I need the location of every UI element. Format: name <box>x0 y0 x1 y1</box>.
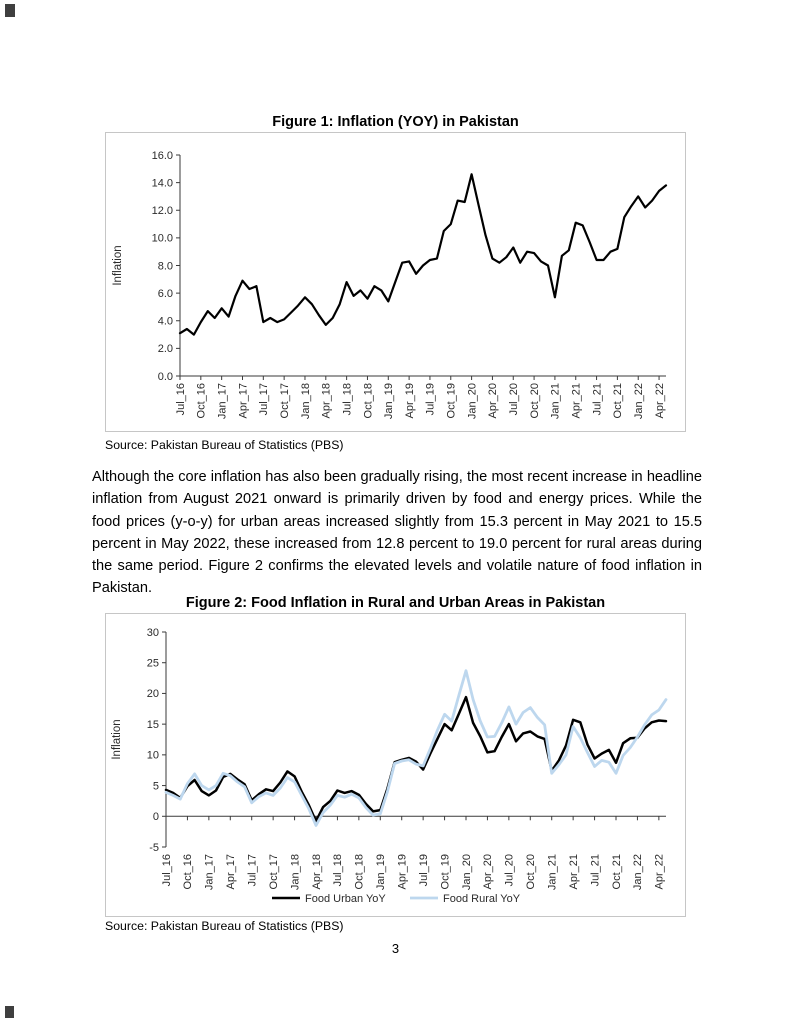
svg-text:Oct_17: Oct_17 <box>268 854 280 889</box>
svg-text:14.0: 14.0 <box>152 177 173 189</box>
figure1-title: Figure 1: Inflation (YOY) in Pakistan <box>272 114 519 130</box>
svg-text:Jul_18: Jul_18 <box>332 854 344 886</box>
svg-text:Jul_20: Jul_20 <box>508 383 520 415</box>
svg-text:Jan_17: Jan_17 <box>204 854 216 890</box>
svg-text:8.0: 8.0 <box>158 260 173 272</box>
svg-text:Jan_19: Jan_19 <box>383 383 395 419</box>
svg-text:Jul_18: Jul_18 <box>341 383 353 415</box>
figure1-chart-frame: 0.0 2.0 4.0 6.0 8.0 10.0 12.0 14.0 16.0 Jul_16 Oct… <box>105 132 686 432</box>
svg-text:Jan_20: Jan_20 <box>461 854 473 890</box>
svg-text:Oct_19: Oct_19 <box>446 383 458 418</box>
svg-text:Apr_20: Apr_20 <box>482 854 494 889</box>
page-corner-artifact-top <box>5 4 15 17</box>
svg-text:Apr_19: Apr_19 <box>397 854 409 889</box>
page-corner-artifact-bottom <box>5 1006 14 1018</box>
svg-text:Apr_18: Apr_18 <box>311 854 323 889</box>
svg-text:Jan_19: Jan_19 <box>375 854 387 890</box>
svg-text:Jul_16: Jul_16 <box>161 854 173 886</box>
svg-text:-5: -5 <box>149 842 159 854</box>
figure2-line-chart: -5 0 5 10 15 20 25 30 Jul_16 Oct_16 Jan_17 Apr_17 Ju… <box>111 627 668 905</box>
svg-text:Jan_21: Jan_21 <box>550 383 562 419</box>
svg-text:Jan_20: Jan_20 <box>466 383 478 419</box>
svg-text:Jan_22: Jan_22 <box>632 854 644 890</box>
svg-text:Inflation: Inflation <box>112 245 124 285</box>
svg-text:Jul_17: Jul_17 <box>258 383 270 415</box>
svg-text:10.0: 10.0 <box>152 233 173 245</box>
svg-text:Jul_16: Jul_16 <box>175 383 187 415</box>
svg-text:Inflation: Inflation <box>111 719 123 759</box>
svg-text:15: 15 <box>147 719 159 731</box>
svg-text:16.0: 16.0 <box>152 150 173 162</box>
svg-text:Food Urban YoY: Food Urban YoY <box>305 893 386 905</box>
svg-text:0: 0 <box>153 811 159 823</box>
svg-text:Jul_21: Jul_21 <box>591 383 603 415</box>
svg-text:Jul_19: Jul_19 <box>418 854 430 886</box>
figure2-source-note: Source: Pakistan Bureau of Statistics (P… <box>105 919 344 933</box>
svg-text:Oct_16: Oct_16 <box>182 854 194 889</box>
svg-text:2.0: 2.0 <box>158 343 173 355</box>
svg-text:Jul_21: Jul_21 <box>589 854 601 886</box>
svg-text:Oct_21: Oct_21 <box>611 854 623 889</box>
svg-text:Jan_21: Jan_21 <box>547 854 559 890</box>
svg-text:Jul_17: Jul_17 <box>247 854 259 886</box>
svg-text:Oct_16: Oct_16 <box>196 383 208 418</box>
svg-text:Apr_21: Apr_21 <box>571 383 583 418</box>
svg-text:Apr_17: Apr_17 <box>225 854 237 889</box>
svg-text:25: 25 <box>147 658 159 670</box>
svg-text:Apr_20: Apr_20 <box>487 383 499 418</box>
svg-text:Oct_21: Oct_21 <box>612 383 624 418</box>
svg-text:Apr_17: Apr_17 <box>237 383 249 418</box>
svg-text:Oct_20: Oct_20 <box>525 854 537 889</box>
svg-text:Jan_18: Jan_18 <box>300 383 312 419</box>
svg-text:Jan_18: Jan_18 <box>289 854 301 890</box>
svg-text:4.0: 4.0 <box>158 316 173 328</box>
svg-text:Food Rural YoY: Food Rural YoY <box>443 893 521 905</box>
svg-text:30: 30 <box>147 627 159 639</box>
svg-text:Jan_17: Jan_17 <box>216 383 228 419</box>
svg-text:20: 20 <box>147 688 159 700</box>
svg-text:Oct_18: Oct_18 <box>362 383 374 418</box>
svg-text:Apr_19: Apr_19 <box>404 383 416 418</box>
figure1-source-note: Source: Pakistan Bureau of Statistics (P… <box>105 438 344 452</box>
svg-text:Oct_20: Oct_20 <box>529 383 541 418</box>
figure2-title: Figure 2: Food Inflation in Rural and Ur… <box>185 595 606 611</box>
svg-text:12.0: 12.0 <box>152 205 173 217</box>
svg-text:Oct_18: Oct_18 <box>354 854 366 889</box>
svg-text:Apr_18: Apr_18 <box>321 383 333 418</box>
svg-text:5: 5 <box>153 780 159 792</box>
body-paragraph: Although the core inflation has also bee… <box>92 469 702 597</box>
svg-text:Apr_21: Apr_21 <box>568 854 580 889</box>
figure1-line-chart: 0.0 2.0 4.0 6.0 8.0 10.0 12.0 14.0 16.0 Jul_16 Oct… <box>112 150 668 419</box>
svg-text:Oct_17: Oct_17 <box>279 383 291 418</box>
svg-text:Jul_19: Jul_19 <box>425 383 437 415</box>
svg-text:6.0: 6.0 <box>158 288 173 300</box>
svg-text:0.0: 0.0 <box>158 371 173 383</box>
svg-text:Jul_20: Jul_20 <box>504 854 516 886</box>
svg-text:10: 10 <box>147 750 159 762</box>
svg-text:Apr_22: Apr_22 <box>654 383 666 418</box>
figure2-chart-frame: -5 0 5 10 15 20 25 30 Jul_16 Oct_16 Jan_17 Apr_17 Ju… <box>105 613 686 917</box>
svg-text:Jan_22: Jan_22 <box>633 383 645 419</box>
svg-text:Apr_22: Apr_22 <box>654 854 666 889</box>
page-number: 3 <box>391 941 400 956</box>
svg-text:Oct_19: Oct_19 <box>439 854 451 889</box>
